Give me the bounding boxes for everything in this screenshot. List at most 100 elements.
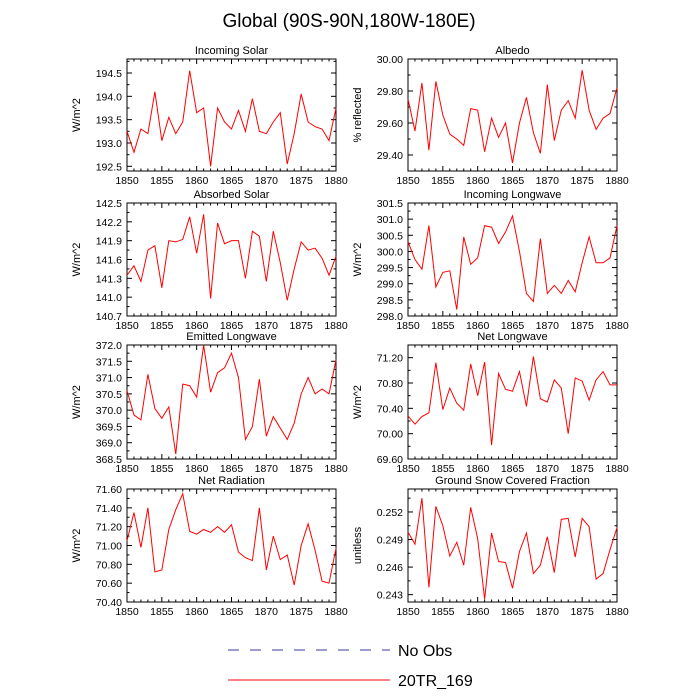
panel-1-title: Incoming Solar [195,45,269,57]
panel-4-ytick-label: 300.5 [377,230,403,242]
legend: No Obs 20TR_169 [228,643,473,690]
panel-5-ytick-label: 370.5 [96,389,122,401]
panel-3-xtick-label: 1855 [150,320,174,332]
panel-5-ytick-label: 368.5 [96,454,122,466]
panel-2-title: Albedo [495,45,529,57]
panel-7-ytick-label: 71.40 [96,503,122,515]
panel-2-ylabel: % reflected [352,87,364,142]
panel-6-ytick-label: 70.80 [377,378,403,390]
panel-4-ytick-label: 298.0 [377,311,403,323]
panel-4-xtick-label: 1860 [466,320,490,332]
panel-8-ylabel: unitless [352,526,364,564]
panel-7-xtick-label: 1870 [255,606,279,618]
panel-8-series-line [407,498,618,600]
panel-8-title: Ground Snow Covered Fraction [435,475,590,487]
panel-7: Net Radiation W/m^2 1850 1855 1860 1865 1870 18… [71,475,348,618]
panel-1-ytick-label: 194.5 [96,68,122,80]
panel-8-ytick-label: 0.243 [377,590,403,602]
panel-1-ytick-label: 192.5 [96,161,122,173]
panel-8-ytick-label: 0.246 [377,562,403,574]
panel-7-xtick-label: 1880 [324,606,348,618]
panel-5-ylabel: W/m^2 [71,385,83,419]
panel-2: Albedo % reflected 1850 1855 1860 1865 1870 187… [352,45,629,187]
panel-2-ytick-label: 30.00 [377,54,403,66]
panel-3-ytick-label: 141.3 [96,273,122,285]
panel-7-xtick-label: 1875 [289,606,313,618]
panel-2-series-line [407,70,618,164]
panel-1-ytick-label: 194.0 [96,91,122,103]
panel-5-ytick-label: 369.5 [96,421,122,433]
panel-4-xtick-label: 1880 [605,320,629,332]
panel-3-ytick-label: 141.0 [96,292,122,304]
panel-3-xtick-label: 1880 [324,320,348,332]
panel-6-ytick-label: 69.60 [377,454,403,466]
panel-4-ytick-label: 301.0 [377,214,403,226]
panel-6-xtick-label: 1875 [570,463,594,475]
panel-4-ylabel: W/m^2 [352,243,364,277]
panel-5-xtick-label: 1850 [115,463,139,475]
legend-label-no-obs: No Obs [398,643,452,660]
panel-7-ytick-label: 70.40 [96,597,122,609]
panel-5: Emitted Longwave W/m^2 1850 1855 1860 1865 187… [71,331,348,475]
panel-4-ytick-label: 300.0 [377,246,403,258]
panel-4-title: Incoming Longwave [464,189,562,201]
panel-4-series-line [407,214,618,310]
panel-3-xtick-label: 1870 [255,320,279,332]
panel-5-ytick-label: 370.0 [96,405,122,417]
panel-3-ytick-label: 141.9 [96,236,122,248]
panel-2-xtick-label: 1850 [396,175,420,187]
panel-7-ytick-label: 70.80 [96,559,122,571]
panel-2-ytick-label: 29.40 [377,150,403,162]
panel-1: Incoming Solar W/m^2 1850 1855 1860 1865 1870 1… [71,45,348,187]
panel-1-ytick-label: 193.0 [96,138,122,150]
panel-5-ytick-label: 369.0 [96,438,122,450]
panel-1-xtick-label: 1855 [150,175,174,187]
panel-3-xtick-label: 1865 [220,320,244,332]
panel-8-xtick-label: 1880 [605,606,629,618]
panel-3-ytick-label: 142.2 [96,217,122,229]
panel-6-ytick-label: 70.40 [377,403,403,415]
panel-5-series-line [126,344,337,455]
panel-1-xtick-label: 1880 [324,175,348,187]
panel-5-xtick-label: 1865 [220,463,244,475]
panel-6-frame [407,344,618,460]
panel-3-frame [126,202,337,317]
panel-5-title: Emitted Longwave [186,331,277,343]
panel-6-xtick-label: 1855 [431,463,455,475]
panel-6-title: Net Longwave [477,331,547,343]
panel-3-title: Absorbed Solar [194,189,270,201]
panel-4: Incoming Longwave W/m^2 1850 1855 1860 1865 18… [352,189,629,332]
panel-7-xtick-label: 1855 [150,606,174,618]
panel-4-xtick-label: 1855 [431,320,455,332]
panel-5-xtick-label: 1870 [255,463,279,475]
panel-7-xtick-label: 1860 [185,606,209,618]
panel-4-xtick-label: 1850 [396,320,420,332]
panel-5-xtick-label: 1875 [289,463,313,475]
panel-7-title: Net Radiation [198,475,265,487]
panel-1-xtick-label: 1870 [255,175,279,187]
panel-4-xtick-label: 1875 [570,320,594,332]
panel-4-frame [407,202,618,317]
panel-4-ytick-label: 298.5 [377,295,403,307]
panel-5-xtick-label: 1880 [324,463,348,475]
panel-3-xtick-label: 1860 [185,320,209,332]
panel-8-xtick-label: 1875 [570,606,594,618]
panel-3-ylabel: W/m^2 [71,243,83,277]
panel-2-frame [407,58,618,172]
panel-2-ytick-label: 29.60 [377,118,403,130]
panel-8: Ground Snow Covered Fraction unitless 1850… [352,475,629,618]
panel-4-xtick-label: 1870 [536,320,560,332]
panel-2-ytick-label: 29.80 [377,86,403,98]
panel-1-xtick-label: 1865 [220,175,244,187]
panel-3-xtick-label: 1850 [115,320,139,332]
panel-8-xtick-label: 1860 [466,606,490,618]
panel-2-xtick-label: 1880 [605,175,629,187]
panel-7-ytick-label: 71.00 [96,541,122,553]
panel-3-series-line [126,214,337,301]
panel-5-frame [126,344,337,460]
panel-7-ytick-label: 70.60 [96,578,122,590]
panel-8-ytick-label: 0.252 [377,507,403,519]
panel-4-xtick-label: 1865 [501,320,525,332]
panel-1-ytick-label: 193.5 [96,115,122,127]
